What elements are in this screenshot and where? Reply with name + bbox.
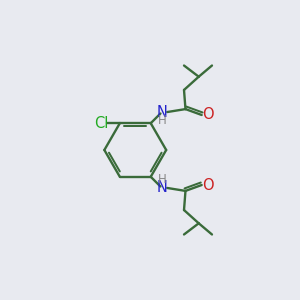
Text: O: O	[202, 178, 214, 193]
Text: Cl: Cl	[94, 116, 108, 131]
Text: O: O	[202, 107, 214, 122]
Text: N: N	[157, 104, 167, 119]
Text: H: H	[158, 173, 166, 186]
Text: N: N	[157, 181, 167, 196]
Text: H: H	[158, 114, 166, 127]
